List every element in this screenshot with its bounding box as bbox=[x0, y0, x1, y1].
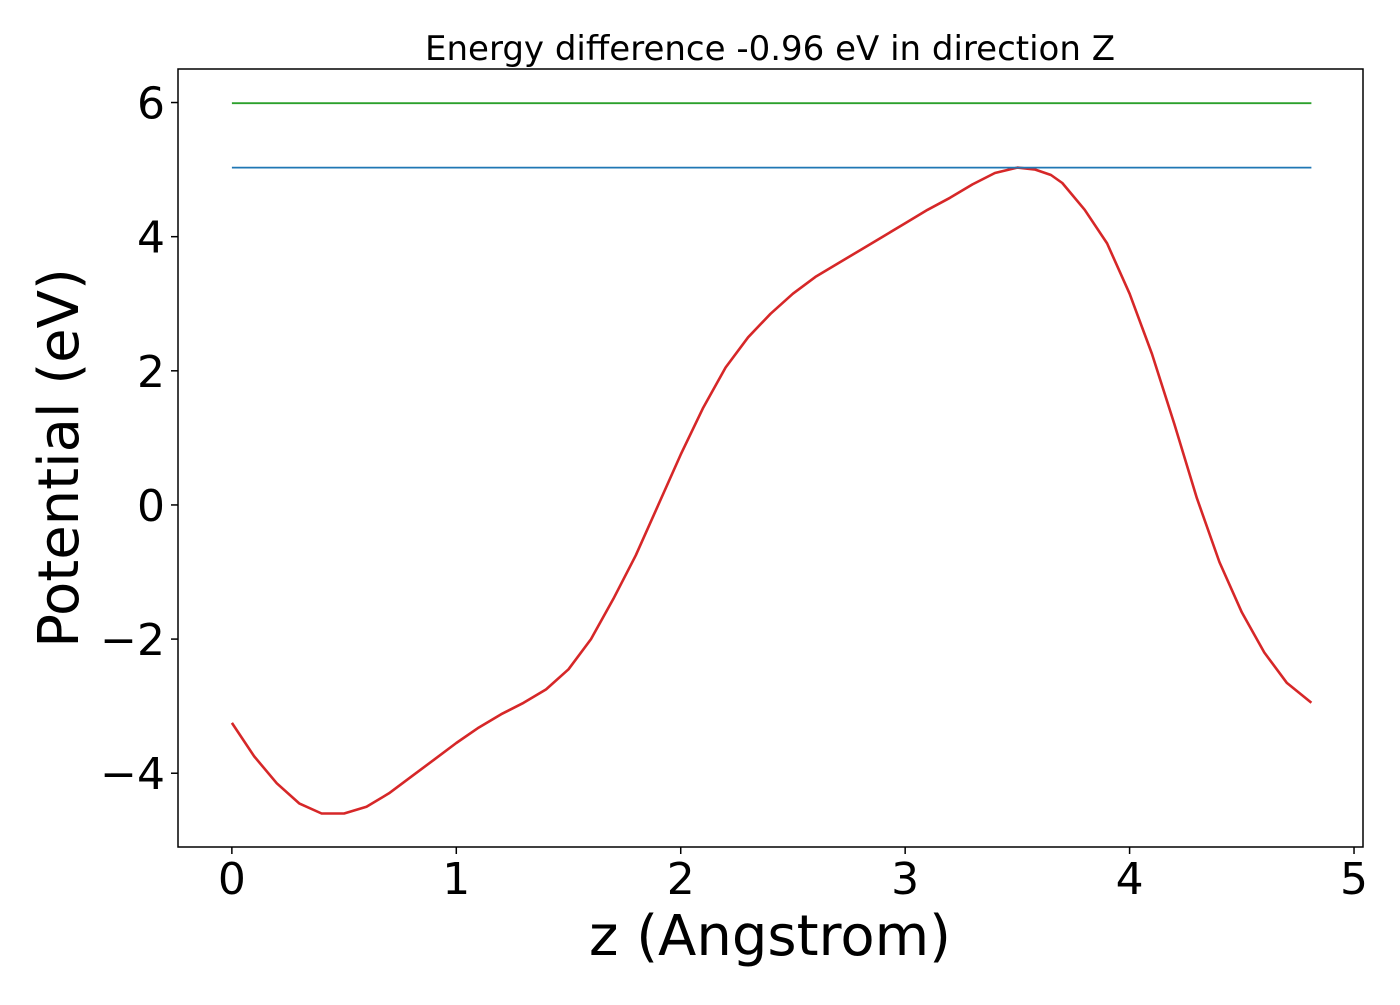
y-tick-label: 2 bbox=[137, 347, 165, 398]
y-tick-label: 0 bbox=[137, 481, 165, 532]
y-tick-label: 6 bbox=[137, 79, 165, 130]
y-tick-label: −4 bbox=[100, 749, 165, 800]
y-axis-label: Potential (eV) bbox=[27, 268, 92, 648]
x-axis: 0 1 2 3 4 5 bbox=[218, 847, 1368, 905]
x-tick-label: 3 bbox=[891, 854, 919, 905]
x-tick-label: 1 bbox=[442, 854, 470, 905]
potential-curve-line bbox=[230, 166, 1313, 815]
x-tick-label: 0 bbox=[218, 854, 246, 905]
y-tick-label: −2 bbox=[100, 615, 165, 666]
series-layer bbox=[230, 102, 1313, 815]
x-axis-label: z (Angstrom) bbox=[589, 904, 951, 969]
y-axis: −4 −2 0 2 4 6 bbox=[100, 79, 178, 800]
y-tick-label: 4 bbox=[137, 213, 165, 264]
x-tick-label: 4 bbox=[1116, 854, 1144, 905]
plot-area-frame bbox=[177, 68, 1364, 848]
x-tick-label: 5 bbox=[1340, 854, 1368, 905]
chart-title: Energy difference -0.96 eV in direction … bbox=[425, 29, 1115, 69]
x-tick-label: 2 bbox=[667, 854, 695, 905]
